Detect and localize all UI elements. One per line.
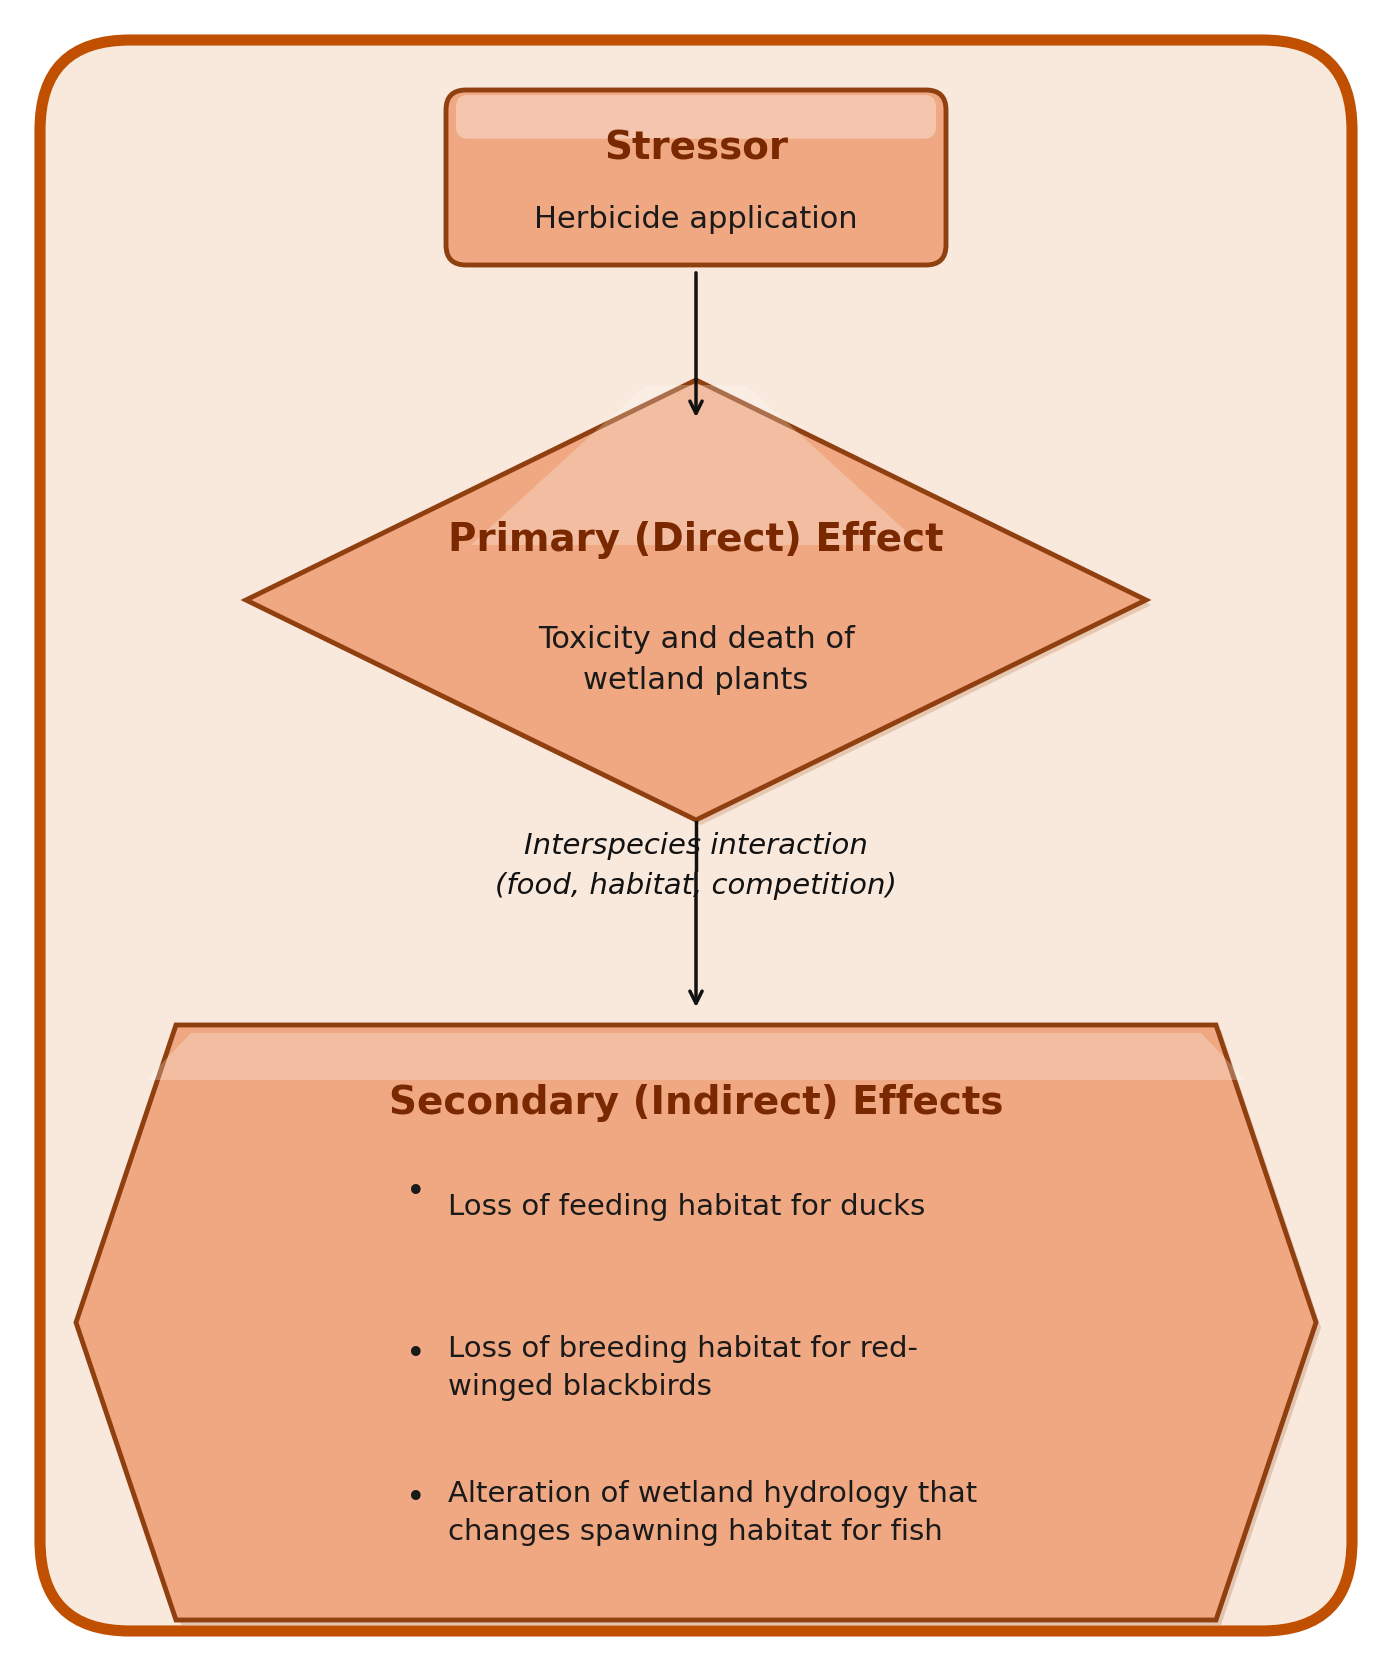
- Polygon shape: [77, 1024, 1315, 1619]
- FancyBboxPatch shape: [445, 90, 947, 266]
- Text: Stressor: Stressor: [604, 129, 788, 167]
- Text: •: •: [406, 1176, 426, 1210]
- Text: •: •: [406, 1482, 426, 1516]
- Text: Secondary (Indirect) Effects: Secondary (Indirect) Effects: [388, 1084, 1004, 1121]
- Polygon shape: [251, 384, 1151, 825]
- Polygon shape: [81, 1029, 1321, 1624]
- Text: Loss of feeding habitat for ducks: Loss of feeding habitat for ducks: [448, 1193, 926, 1222]
- Text: winged blackbirds: winged blackbirds: [448, 1374, 711, 1400]
- Text: Alteration of wetland hydrology that: Alteration of wetland hydrology that: [448, 1481, 977, 1507]
- Polygon shape: [146, 1033, 1246, 1079]
- Text: Interspecies interaction
(food, habitat, competition): Interspecies interaction (food, habitat,…: [496, 832, 896, 899]
- Polygon shape: [246, 379, 1146, 820]
- Text: Loss of breeding habitat for red-: Loss of breeding habitat for red-: [448, 1335, 917, 1364]
- Text: Toxicity and death of
wetland plants: Toxicity and death of wetland plants: [537, 625, 855, 695]
- Polygon shape: [470, 384, 922, 545]
- Text: changes spawning habitat for fish: changes spawning habitat for fish: [448, 1517, 942, 1546]
- Text: Herbicide application: Herbicide application: [535, 206, 857, 234]
- FancyBboxPatch shape: [40, 40, 1352, 1631]
- Text: •: •: [406, 1337, 426, 1370]
- FancyBboxPatch shape: [457, 95, 935, 139]
- Text: Primary (Direct) Effect: Primary (Direct) Effect: [448, 521, 944, 560]
